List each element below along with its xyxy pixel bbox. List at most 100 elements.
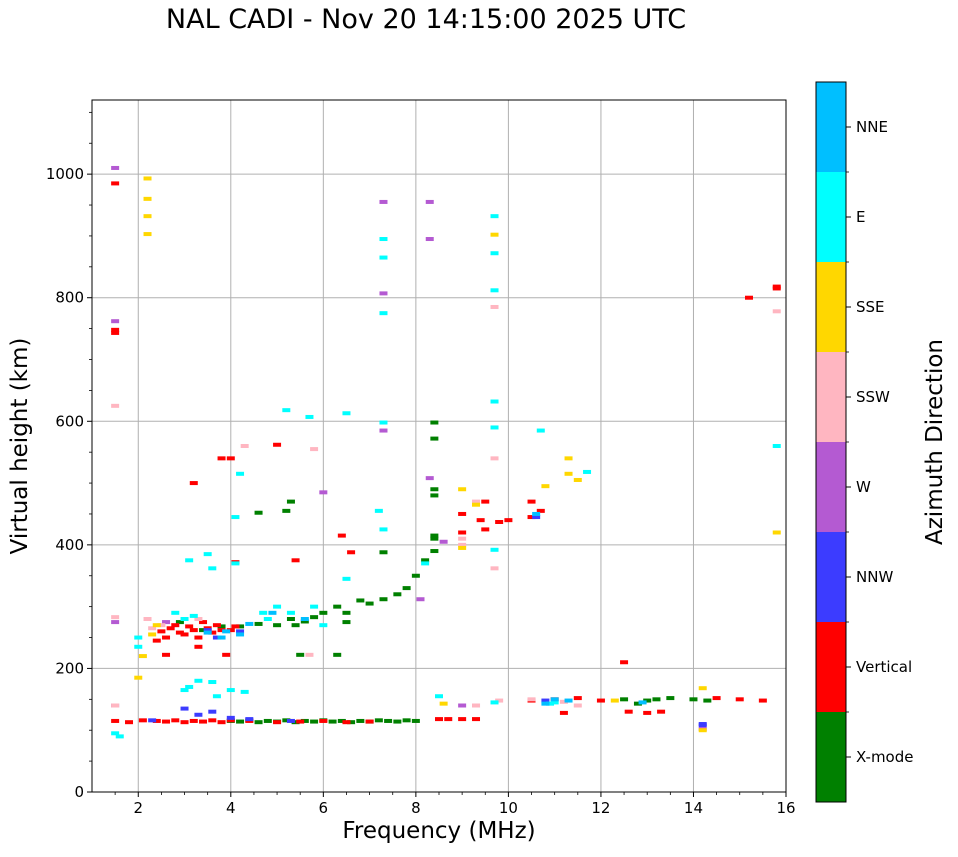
data-point-w: [439, 539, 448, 544]
data-point-e: [240, 689, 249, 694]
data-point-x-mode: [300, 619, 309, 624]
data-point-sse: [143, 214, 152, 219]
data-point-nne: [245, 621, 254, 626]
data-point-ssw: [490, 566, 499, 571]
data-point-x-mode: [633, 701, 642, 706]
data-point-x-mode: [291, 623, 300, 628]
data-point-e: [490, 214, 499, 219]
data-point-e: [236, 471, 245, 476]
data-point-vertical: [189, 481, 198, 486]
data-point-ssw: [148, 626, 157, 631]
data-point-e: [231, 515, 240, 520]
data-point-x-mode: [430, 549, 439, 554]
data-point-vertical: [185, 624, 194, 629]
data-point-x-mode: [175, 620, 184, 625]
data-point-vertical: [527, 515, 536, 520]
data-point-vertical: [342, 720, 351, 725]
data-point-e: [208, 680, 217, 685]
data-point-vertical: [162, 719, 171, 724]
data-point-vertical: [596, 698, 605, 703]
data-point-e: [379, 237, 388, 242]
data-point-ssw: [472, 703, 481, 708]
data-point-vertical: [226, 718, 235, 723]
data-point-x-mode: [384, 718, 393, 723]
data-point-vertical: [296, 719, 305, 724]
data-point-vertical: [152, 638, 161, 643]
data-point-w: [162, 620, 171, 625]
data-point-vertical: [273, 442, 282, 447]
data-point-e: [185, 558, 194, 563]
data-point-sse: [458, 487, 467, 492]
data-point-vertical: [194, 644, 203, 649]
data-point-x-mode: [217, 624, 226, 629]
data-point-sse: [134, 675, 143, 680]
data-point-e: [111, 731, 120, 736]
data-point-x-mode: [199, 628, 208, 633]
data-point-vertical: [226, 456, 235, 461]
data-point-vertical: [138, 718, 147, 723]
colorbar: X-mode Vertical NNW W SSW SSE E NNE: [815, 81, 913, 803]
data-point-nne: [638, 700, 647, 705]
data-point-w: [111, 319, 120, 324]
data-point-vertical: [175, 630, 184, 635]
colorbar-tick-label: W: [856, 478, 871, 496]
data-point-vertical: [624, 709, 633, 714]
data-point-x-mode: [356, 718, 365, 723]
colorbar-tick-label: Vertical: [856, 658, 912, 676]
data-point-nnw: [208, 709, 217, 714]
data-point-vertical: [481, 499, 490, 504]
data-point-e: [490, 425, 499, 430]
colorbar-tick-label: NNE: [856, 118, 888, 136]
data-point-e: [231, 561, 240, 566]
data-point-sse: [698, 728, 707, 733]
data-point-e: [490, 700, 499, 705]
data-point-e: [134, 635, 143, 640]
data-point-vertical: [657, 709, 666, 714]
data-point-ssw: [495, 698, 504, 703]
data-point-e: [310, 604, 319, 609]
data-point-vertical: [365, 719, 374, 724]
data-point-w: [379, 428, 388, 433]
data-point-x-mode: [411, 573, 420, 578]
data-point-x-mode: [328, 719, 337, 724]
x-tick-label: 6: [319, 799, 329, 817]
data-point-ssw: [111, 403, 120, 408]
data-point-w: [425, 476, 434, 481]
data-point-sse: [472, 502, 481, 507]
data-point-x-mode: [296, 652, 305, 657]
data-point-x-mode: [703, 698, 712, 703]
data-point-x-mode: [365, 601, 374, 606]
x-tick-label: 2: [133, 799, 143, 817]
data-point-e: [180, 617, 189, 621]
data-point-x-mode: [643, 698, 652, 703]
data-point-e: [286, 610, 295, 615]
data-point-vertical: [458, 717, 467, 722]
data-point-vertical: [527, 499, 536, 504]
data-point-ssw: [111, 615, 120, 620]
data-point-ssw: [305, 652, 314, 657]
data-point-vertical: [337, 533, 346, 538]
y-tick-label: 800: [55, 289, 84, 307]
data-point-x-mode: [254, 510, 263, 515]
data-point-vertical: [162, 635, 171, 640]
y-tick-label: 400: [55, 536, 84, 554]
data-point-nne: [268, 610, 277, 615]
data-point-e: [379, 527, 388, 532]
colorbar-segment: [816, 442, 846, 532]
plot-frame: [91, 99, 787, 793]
data-point-vertical: [166, 626, 175, 631]
data-point-ssw: [490, 456, 499, 461]
data-point-w: [319, 490, 328, 495]
colorbar-segment: [816, 352, 846, 442]
colorbar-tick-label: SSE: [856, 298, 885, 316]
data-point-vertical: [481, 527, 490, 532]
data-point-x-mode: [273, 623, 282, 628]
data-point-vertical: [171, 718, 180, 723]
data-point-w: [425, 199, 434, 204]
data-point-vertical: [222, 652, 231, 657]
data-point-vertical: [189, 628, 198, 633]
data-point-ssw: [527, 697, 536, 702]
data-point-e: [342, 411, 351, 416]
colorbar-frame: [815, 81, 847, 803]
data-point-sse: [772, 530, 781, 535]
